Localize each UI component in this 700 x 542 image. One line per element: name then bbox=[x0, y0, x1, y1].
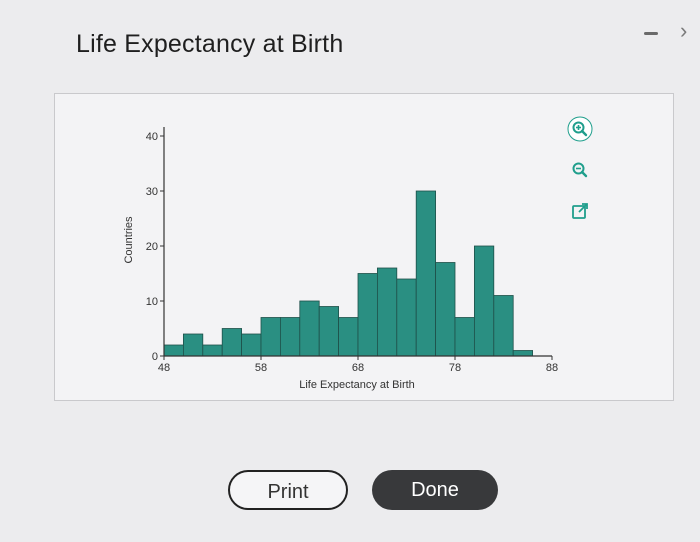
histogram-bar bbox=[376, 267, 398, 357]
histogram-bar bbox=[357, 273, 378, 357]
x-axis-label: Life Expectancy at Birth bbox=[299, 379, 415, 391]
histogram-bar bbox=[241, 333, 262, 357]
y-ticks-layer: 0 10 20 30 40 bbox=[146, 131, 164, 363]
histogram-bar bbox=[493, 295, 514, 357]
minimize-icon[interactable] bbox=[644, 32, 658, 35]
bars-layer bbox=[163, 190, 534, 357]
open-external-icon[interactable] bbox=[567, 198, 593, 224]
y-tick-label: 20 bbox=[146, 241, 158, 253]
y-axis-label: Countries bbox=[123, 216, 135, 264]
chart-panel: 0 10 20 30 40 48 58 68 78 88 Countries Life Expe… bbox=[54, 93, 674, 401]
histogram-bar bbox=[512, 350, 534, 357]
histogram-bar bbox=[202, 344, 223, 357]
x-tick-label: 68 bbox=[352, 362, 364, 374]
histogram-bar bbox=[396, 278, 417, 357]
histogram-bar bbox=[415, 190, 437, 357]
histogram-bar bbox=[221, 328, 242, 357]
zoom-out-icon[interactable] bbox=[567, 157, 593, 183]
histogram-bar bbox=[473, 245, 495, 357]
window-controls: › bbox=[640, 18, 700, 48]
print-button[interactable]: Print bbox=[228, 470, 348, 510]
histogram-bar bbox=[260, 317, 281, 357]
y-tick-label: 30 bbox=[146, 186, 158, 198]
dialog-title: Life Expectancy at Birth bbox=[76, 30, 344, 58]
histogram-bar bbox=[454, 317, 475, 357]
histogram-bar bbox=[163, 344, 184, 357]
close-icon[interactable]: › bbox=[680, 18, 688, 43]
histogram-bar bbox=[435, 262, 456, 357]
x-tick-label: 88 bbox=[546, 362, 558, 374]
x-ticks-layer: 48 58 68 78 88 bbox=[158, 356, 558, 374]
histogram-bar bbox=[299, 300, 320, 357]
histogram-bar bbox=[182, 333, 204, 357]
histogram-bar bbox=[338, 317, 359, 357]
x-tick-label: 78 bbox=[449, 362, 461, 374]
y-tick-label: 0 bbox=[152, 351, 158, 363]
x-tick-label: 58 bbox=[255, 362, 267, 374]
histogram-bar bbox=[279, 317, 301, 357]
y-tick-label: 40 bbox=[146, 131, 158, 143]
y-tick-label: 10 bbox=[146, 296, 158, 308]
histogram-bar bbox=[318, 306, 340, 357]
x-tick-label: 48 bbox=[158, 362, 170, 374]
zoom-in-icon[interactable] bbox=[567, 116, 593, 142]
done-button[interactable]: Done bbox=[372, 470, 498, 510]
histogram-chart: 0 10 20 30 40 48 58 68 78 88 Countries Life Expe… bbox=[123, 127, 558, 391]
